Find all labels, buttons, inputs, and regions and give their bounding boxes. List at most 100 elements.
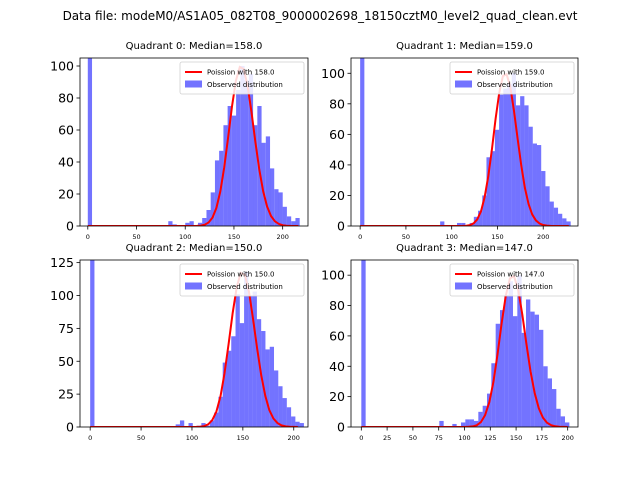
legend-hist-swatch <box>185 80 202 88</box>
hist-bar <box>87 58 93 226</box>
hist-bar <box>248 295 253 427</box>
hist-bar <box>461 222 466 226</box>
hist-bar <box>566 221 571 226</box>
figure-suptitle: Data file: modeM0/AS1A05_082T08_90000026… <box>63 9 578 23</box>
y-tick-label: 100 <box>50 288 74 303</box>
hist-bar <box>227 106 232 226</box>
hist-bar <box>299 423 304 427</box>
hist-bar <box>244 271 249 427</box>
y-tick-label: 0 <box>337 420 345 435</box>
y-tick-label: 50 <box>58 354 74 369</box>
x-tick-label: 50 <box>132 233 140 241</box>
hist-bar <box>175 424 180 427</box>
hist-bar <box>460 422 466 427</box>
y-tick-label: 40 <box>329 157 345 172</box>
hist-bar <box>223 125 228 226</box>
x-tick-label: 175 <box>536 434 548 442</box>
legend-box <box>449 61 575 95</box>
x-tick-label: 200 <box>537 233 549 241</box>
hist-bar <box>551 389 557 427</box>
hist-bar <box>499 94 504 226</box>
panel-quadrant-0: 0 50 100 150 200 0 20 40 60 80 100 Quadrant 0: Medi… <box>50 41 309 241</box>
hist-bar <box>205 425 210 427</box>
legend-label-observed: Observed distribution <box>477 283 553 291</box>
hist-bar <box>291 221 296 226</box>
hist-bar <box>515 105 521 226</box>
legend-hist-swatch <box>455 282 472 290</box>
hist-bar <box>536 145 542 226</box>
hist-bar <box>534 314 539 427</box>
hist-bar <box>239 323 245 427</box>
plot-area <box>360 58 571 226</box>
panel-quadrant-2: 0 50 100 150 200 0 25 50 75 100 125 Quadrant 2: Med… <box>50 243 309 442</box>
hist-bar <box>206 210 211 226</box>
y-tick-label: 0 <box>337 219 345 234</box>
hist-bar <box>549 201 554 226</box>
y-tick-label: 60 <box>329 328 345 343</box>
hist-bar <box>491 363 496 427</box>
hist-bar <box>214 412 219 427</box>
hist-bar <box>495 323 500 427</box>
hist-bar <box>545 186 550 226</box>
axes-frame <box>350 57 579 227</box>
hist-bar <box>556 408 561 427</box>
hist-bar <box>562 218 567 226</box>
hist-bar <box>530 311 535 427</box>
y-tick-label: 80 <box>58 91 74 106</box>
hist-bar <box>528 126 533 226</box>
hist-bar <box>286 407 292 427</box>
y-tick-label: 60 <box>329 127 345 142</box>
x-tick-label: 150 <box>228 233 240 241</box>
y-tick-label: 60 <box>58 123 74 138</box>
y-tick-label: 125 <box>50 255 74 270</box>
hist-bar <box>236 90 241 226</box>
hist-bar <box>456 222 462 226</box>
legend-box <box>449 263 575 297</box>
hist-bar <box>291 416 296 427</box>
hist-bar <box>231 115 237 226</box>
y-tick-label: 40 <box>58 155 74 170</box>
y-tick-label: 100 <box>321 268 345 283</box>
hist-bar <box>517 275 522 427</box>
hist-bar <box>473 420 479 427</box>
hist-bar <box>560 416 565 427</box>
hist-bar <box>478 411 483 427</box>
y-tick-label: 100 <box>321 66 345 81</box>
x-tick-label: 100 <box>458 434 470 442</box>
y-tick-label: 20 <box>58 187 74 202</box>
hist-bar <box>189 221 194 226</box>
panel-title: Quadrant 2: Median=150.0 <box>126 243 263 254</box>
x-tick-label: 200 <box>276 233 288 241</box>
hist-bar <box>261 331 266 427</box>
x-tick-label: 100 <box>179 233 191 241</box>
hist-bar <box>538 329 544 427</box>
legend-box <box>179 61 305 95</box>
x-tick-label: 25 <box>383 434 391 442</box>
axes-frame <box>79 57 309 227</box>
x-tick-label: 0 <box>358 233 362 241</box>
legend-label-observed: Observed distribution <box>207 81 283 89</box>
hist-bar <box>269 346 275 427</box>
x-tick-label: 50 <box>409 434 417 442</box>
hist-bar <box>295 218 300 226</box>
y-tick-label: 80 <box>329 298 345 313</box>
hist-bar <box>508 281 513 427</box>
y-tick-label: 25 <box>58 387 74 402</box>
y-tick-label: 20 <box>329 389 345 404</box>
y-tick-label: 20 <box>329 188 345 203</box>
hist-bar <box>274 370 279 427</box>
hist-bar <box>541 171 546 226</box>
hist-bar <box>512 316 518 427</box>
legend-label-poisson: Poission with 147.0 <box>477 271 545 279</box>
x-tick-label: 200 <box>561 434 573 442</box>
legend-label-poisson: Poission with 150.0 <box>207 271 275 279</box>
hist-bar <box>265 136 271 226</box>
hist-bar <box>248 74 254 226</box>
plot-area <box>361 260 570 427</box>
legend-label-poisson: Poission with 158.0 <box>207 69 275 77</box>
hist-bar <box>499 310 505 427</box>
legend-label-poisson: Poission with 159.0 <box>477 69 545 77</box>
hist-bar <box>202 218 207 226</box>
x-tick-label: 150 <box>237 434 249 442</box>
